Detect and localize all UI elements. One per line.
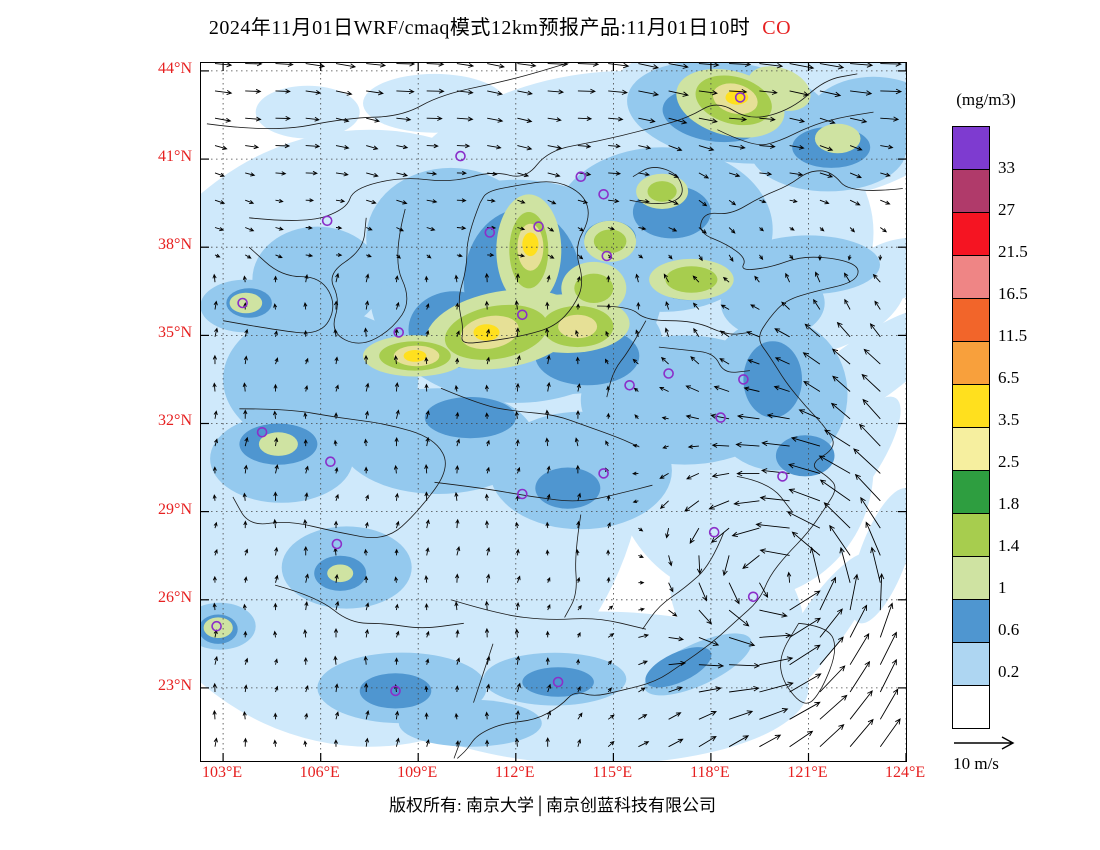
wind-reference-label: 10 m/s: [953, 754, 999, 773]
x-axis-label: 109°E: [397, 764, 438, 781]
colorbar-title: (mg/m3): [956, 90, 1016, 109]
station-marker: [211, 620, 222, 632]
station-marker: [601, 250, 613, 262]
y-axis-label: 41°N: [158, 148, 192, 166]
chart-title-text: 2024年11月01日WRF/cmaq模式12km预报产品:11月01日10时: [208, 17, 751, 39]
station-marker: [624, 379, 635, 391]
station-marker: [331, 538, 343, 550]
colorbar-label: 1: [998, 578, 1007, 597]
station-marker: [321, 215, 333, 227]
colorbar-label: 0.6: [998, 620, 1020, 639]
colorbar-label: 27: [998, 200, 1015, 219]
x-axis-label: 115°E: [592, 764, 633, 781]
station-marker: [325, 456, 336, 468]
colorbar-box: [952, 427, 990, 471]
colorbar-label: 16.5: [998, 284, 1028, 303]
colorbar-label: 6.5: [998, 368, 1020, 387]
station-marker: [598, 189, 609, 200]
colorbar-label: 1.8: [998, 494, 1020, 513]
chart-title-species: CO: [762, 17, 792, 39]
station-marker: [256, 426, 268, 438]
colorbar-box: [952, 169, 990, 213]
colorbar-box: [952, 556, 990, 600]
colorbar-box: [952, 513, 990, 557]
station-marker: [575, 171, 587, 182]
x-axis-label: 121°E: [787, 764, 828, 781]
colorbar-box: [952, 255, 990, 299]
colorbar-box: [952, 599, 990, 643]
colorbar-box: [952, 470, 990, 514]
colorbar-label: 21.5: [998, 242, 1028, 261]
x-axis-label: 103°E: [202, 764, 243, 781]
station-marker: [393, 327, 404, 338]
axis-ticks: [201, 63, 906, 761]
colorbar-box: [952, 341, 990, 385]
station-marker: [533, 221, 544, 232]
station-marker: [734, 92, 746, 103]
station-marker: [237, 297, 248, 309]
station-markers-layer: [211, 92, 788, 697]
colorbar: [952, 126, 990, 729]
station-marker: [708, 526, 720, 538]
wind-vector-layer: [212, 63, 903, 748]
station-marker: [516, 309, 528, 321]
station-marker: [715, 412, 727, 423]
colorbar-box: [952, 212, 990, 256]
station-marker: [777, 471, 788, 482]
station-marker: [738, 374, 749, 385]
colorbar-box: [952, 298, 990, 342]
y-axis-label: 23°N: [158, 676, 192, 694]
station-marker: [484, 227, 496, 238]
station-marker: [663, 368, 674, 379]
x-axis-label: 112°E: [494, 764, 535, 781]
colorbar-label: 2.5: [998, 452, 1020, 471]
x-axis-label: 106°E: [299, 764, 340, 781]
chart-title: 2024年11月01日WRF/cmaq模式12km预报产品:11月01日10时 C…: [0, 11, 1000, 40]
station-marker: [747, 591, 759, 603]
y-axis-label: 44°N: [158, 59, 192, 77]
x-axis-label: 118°E: [690, 764, 730, 781]
y-axis-label: 38°N: [158, 236, 192, 254]
colorbar-box: [952, 642, 990, 686]
station-marker: [552, 676, 564, 688]
graticule-layer: [201, 63, 906, 761]
colorbar-label: 3.5: [998, 410, 1020, 429]
colorbar-box: [952, 685, 990, 729]
colorbar-label: 0.2: [998, 662, 1020, 681]
map-boundaries-layer: [206, 63, 903, 759]
wind-reference-arrow: [954, 736, 1015, 750]
colorbar-label: 11.5: [998, 326, 1028, 345]
colorbar-label: 1.4: [998, 536, 1020, 555]
station-marker: [390, 685, 401, 697]
station-marker: [455, 150, 466, 162]
colorbar-label: 33: [998, 158, 1015, 177]
map-plot-area: [200, 62, 907, 762]
y-axis-label: 32°N: [158, 412, 192, 430]
co-field-layer: [201, 63, 906, 761]
y-axis-label: 26°N: [158, 588, 192, 606]
forecast-map: [201, 63, 906, 761]
y-axis-label: 29°N: [158, 500, 192, 518]
colorbar-box: [952, 384, 990, 428]
colorbar-box: [952, 126, 990, 170]
copyright-footer: 版权所有: 南京大学│南京创蓝科技有限公司: [388, 796, 717, 815]
y-axis-label: 35°N: [158, 324, 192, 342]
station-marker: [516, 488, 528, 500]
x-axis-label: 124°E: [884, 764, 926, 781]
station-marker: [598, 468, 609, 479]
